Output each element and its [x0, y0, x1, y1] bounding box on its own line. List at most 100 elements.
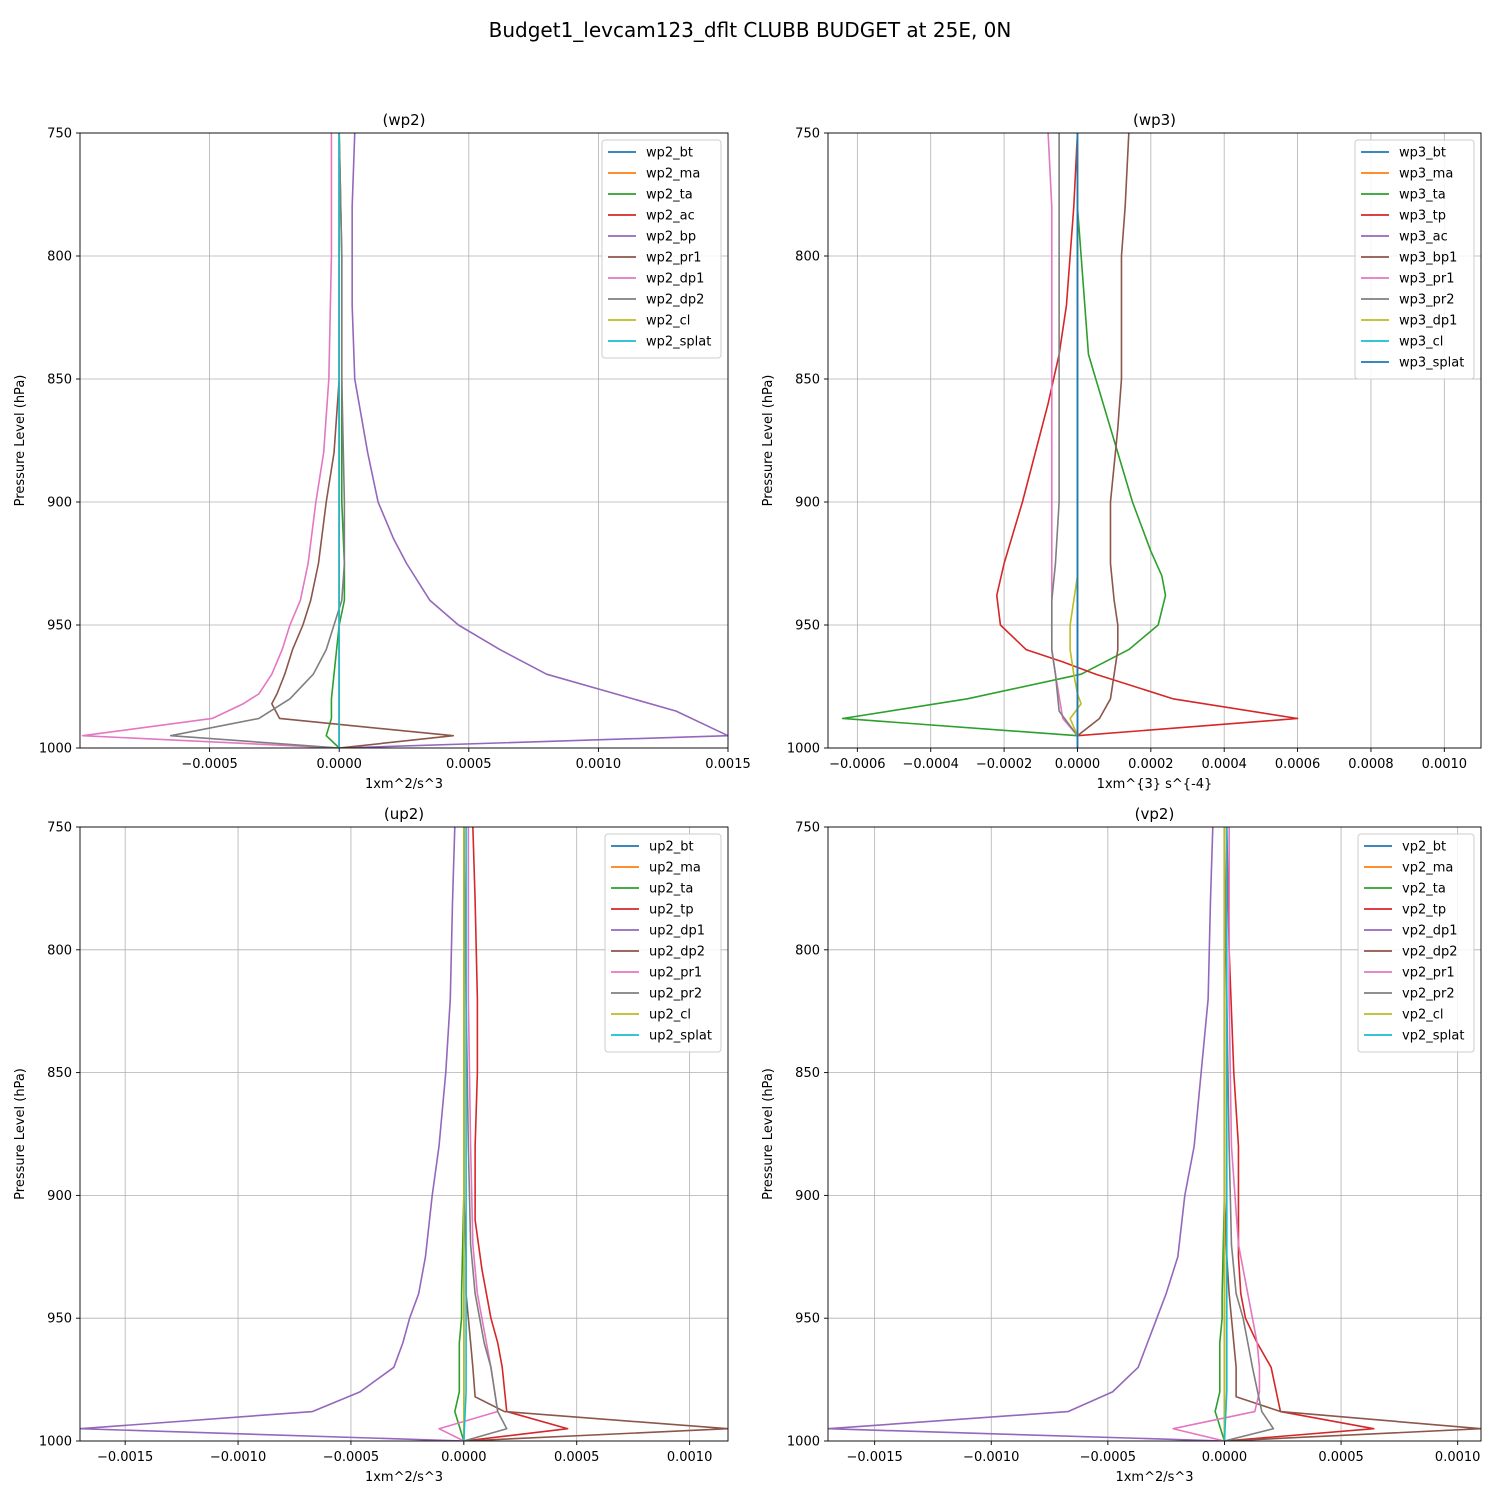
x-tick-label: 0.0005 — [554, 1450, 600, 1465]
series-group — [81, 133, 728, 748]
legend-label-vp2-splat: vp2_splat — [1402, 1029, 1464, 1044]
x-tick-label: −0.0005 — [323, 1450, 379, 1465]
legend-label-wp3-dp1: wp3_dp1 — [1399, 314, 1457, 329]
legend-label-wp2-bp: wp2_bp — [646, 230, 696, 245]
x-tick-label: −0.0004 — [903, 757, 959, 772]
series-line-wp3-tp — [995, 133, 1299, 737]
legend-label-vp2-ta: vp2_ta — [1402, 882, 1446, 897]
series-line-up2-pr2 — [463, 827, 508, 1441]
legend-label-up2-pr1: up2_pr1 — [649, 966, 702, 981]
x-tick-label: 0.0000 — [441, 1450, 487, 1465]
legend-label-wp2-splat: wp2_splat — [646, 335, 711, 350]
series-line-wp3-ta — [841, 133, 1167, 737]
legend-label-wp3-cl: wp3_cl — [1399, 335, 1443, 350]
panel-wp3: −0.0006 −0.0004 −0.0002 0.0000 0.0002 0.0004 0… — [761, 111, 1482, 792]
y-tick-label: 850 — [795, 373, 820, 388]
panel-title: (wp3) — [1133, 111, 1176, 129]
y-tick-label: 850 — [47, 373, 72, 388]
series-line-up2-pr1 — [438, 827, 499, 1441]
y-tick-label: 950 — [795, 1312, 820, 1327]
series-line-wp2-dp1 — [81, 133, 340, 748]
legend-label-up2-pr2: up2_pr2 — [649, 987, 702, 1002]
y-tick-label: 950 — [795, 619, 820, 634]
legend: wp3_bt wp3_ma wp3_ta wp3_tp wp3_ac wp3_bp1 wp3… — [1354, 139, 1475, 380]
x-tick-label: −0.0015 — [97, 1450, 153, 1465]
x-tick-label: −0.0005 — [181, 757, 237, 772]
legend-label-vp2-pr1: vp2_pr1 — [1402, 966, 1455, 981]
y-tick-label: 950 — [47, 1312, 72, 1327]
legend-label-wp3-bp1: wp3_bp1 — [1399, 251, 1457, 266]
legend-label-wp2-cl: wp2_cl — [646, 314, 690, 329]
legend-label-up2-cl: up2_cl — [649, 1008, 691, 1023]
legend: up2_bt up2_ma up2_ta up2_tp up2_dp1 up2_dp2up… — [604, 833, 722, 1053]
y-tick-label: 950 — [47, 619, 72, 634]
x-tick-label: 0.0015 — [705, 757, 751, 772]
series-line-vp2-dp1 — [828, 827, 1225, 1441]
legend-label-vp2-dp1: vp2_dp1 — [1402, 924, 1458, 939]
x-tick-label: −0.0006 — [829, 757, 885, 772]
legend-label-up2-ta: up2_ta — [649, 882, 693, 897]
x-tick-label: 0.0000 — [1202, 1450, 1248, 1465]
figure-title: Budget1_levcam123_dflt CLUBB BUDGET at 2… — [489, 18, 1012, 42]
axes-frame — [79, 826, 729, 1442]
series-line-vp2-pr1 — [1172, 827, 1261, 1441]
series-line-wp2-bp — [339, 133, 728, 748]
y-tick-label: 900 — [795, 496, 820, 511]
x-tick-label: 0.0005 — [446, 757, 492, 772]
y-axis-label: Pressure Level (hPa) — [761, 1068, 776, 1200]
legend-label-wp2-dp2: wp2_dp2 — [646, 293, 704, 308]
legend-label-up2-dp1: up2_dp1 — [649, 924, 705, 939]
legend-label-wp3-tp: wp3_tp — [1399, 209, 1446, 224]
x-tick-label: −0.0015 — [846, 1450, 902, 1465]
series-group — [841, 133, 1299, 748]
legend-label-wp2-bt: wp2_bt — [646, 146, 693, 161]
x-axis-label: 1xm^2/s^3 — [365, 1470, 443, 1485]
y-tick-label: 1000 — [39, 1435, 72, 1450]
legend-label-up2-ma: up2_ma — [649, 861, 701, 876]
x-tick-label: 0.0008 — [1348, 757, 1394, 772]
series-line-up2-dp1 — [80, 827, 464, 1441]
legend-label-vp2-pr2: vp2_pr2 — [1402, 987, 1455, 1002]
series-line-vp2-splat — [1223, 827, 1228, 1441]
panel-vp2: −0.0015 −0.0010 −0.0005 0.0000 0.0005 0.0010 7… — [761, 805, 1482, 1485]
series-line-wp2-dp2 — [169, 133, 346, 748]
legend-label-wp2-dp1: wp2_dp1 — [646, 272, 704, 287]
x-tick-label: −0.0005 — [1080, 1450, 1136, 1465]
y-tick-label: 1000 — [787, 742, 820, 757]
panel-title: (up2) — [384, 805, 424, 823]
x-tick-label: 0.0010 — [667, 1450, 713, 1465]
legend: wp2_bt wp2_ma wp2_ta wp2_ac wp2_bp wp2_pr1 wp2… — [601, 139, 722, 359]
axes-frame — [79, 132, 729, 749]
legend-label-vp2-dp2: vp2_dp2 — [1402, 945, 1458, 960]
y-tick-label: 800 — [795, 250, 820, 265]
legend-label-wp2-ac: wp2_ac — [646, 209, 695, 224]
legend-label-wp3-ma: wp3_ma — [1399, 167, 1453, 182]
y-tick-label: 750 — [795, 127, 820, 142]
y-tick-label: 750 — [47, 821, 72, 836]
panel-wp2: −0.0005 0.0000 0.0005 0.0010 0.0015 750 800 850… — [13, 111, 751, 792]
legend-label-vp2-tp: vp2_tp — [1402, 903, 1446, 918]
y-axis-label: Pressure Level (hPa) — [13, 375, 28, 507]
axes-frame — [827, 132, 1482, 749]
panel-up2: −0.0015 −0.0010 −0.0005 0.0000 0.0005 0.0010 7… — [13, 805, 729, 1485]
legend-label-up2-dp2: up2_dp2 — [649, 945, 705, 960]
legend-label-wp3-splat: wp3_splat — [1399, 356, 1464, 371]
y-tick-label: 850 — [47, 1066, 72, 1081]
legend-label-vp2-bt: vp2_bt — [1402, 840, 1446, 855]
x-axis-label: 1xm^2/s^3 — [1115, 1470, 1193, 1485]
x-tick-label: 0.0002 — [1128, 757, 1174, 772]
y-tick-label: 750 — [795, 821, 820, 836]
y-tick-label: 900 — [795, 1189, 820, 1204]
legend-label-up2-splat: up2_splat — [649, 1029, 712, 1044]
y-tick-label: 800 — [47, 250, 72, 265]
x-tick-label: 0.0004 — [1201, 757, 1247, 772]
panel-title: (vp2) — [1135, 805, 1175, 823]
series-group — [828, 827, 1481, 1441]
y-axis-label: Pressure Level (hPa) — [761, 375, 776, 507]
subplot-grid: −0.0005 0.0000 0.0005 0.0010 0.0015 750 800 850… — [13, 111, 1482, 1485]
series-line-wp3-pr2 — [1050, 133, 1079, 737]
y-tick-label: 750 — [47, 127, 72, 142]
series-line-wp3-bp1 — [1076, 133, 1130, 737]
y-tick-label: 800 — [795, 943, 820, 958]
